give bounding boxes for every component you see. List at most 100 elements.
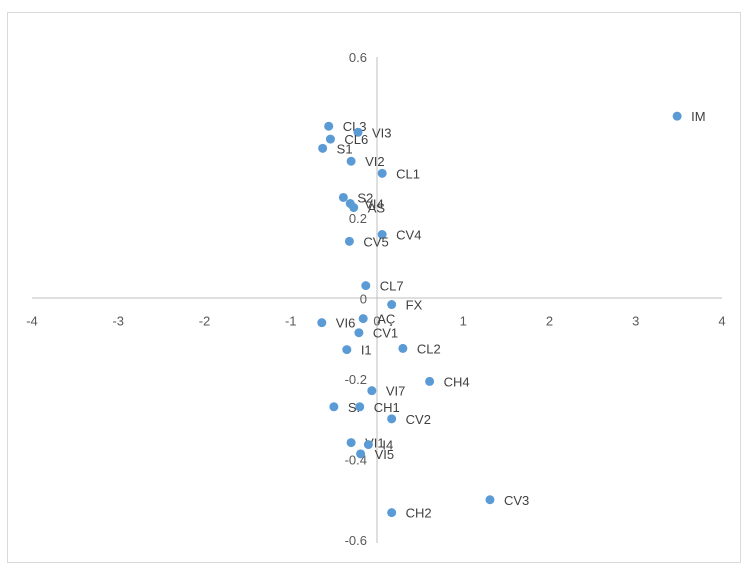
marker-dot-icon [346, 156, 356, 166]
marker-dot-icon [367, 386, 377, 396]
point-label: CL2 [417, 341, 441, 356]
marker-dot-icon [356, 449, 366, 459]
point-label: I1 [361, 343, 372, 358]
data-point: S1 [318, 141, 353, 156]
data-point: CH1 [355, 400, 400, 415]
x-tick-label: 4 [718, 314, 725, 329]
data-point: CL1 [377, 166, 420, 181]
marker-dot-icon [346, 438, 356, 448]
marker-dot-icon [377, 230, 387, 240]
marker-dot-icon [338, 192, 348, 202]
data-point: I4 [363, 438, 393, 453]
data-point: VI5 [356, 447, 394, 462]
point-label: CL1 [396, 166, 420, 181]
x-tick-label: -4 [26, 314, 38, 329]
point-label: AÇ [377, 312, 395, 327]
point-label: CH2 [406, 506, 432, 521]
data-point: CV4 [377, 228, 421, 243]
point-label: IM [691, 109, 705, 124]
data-point: S2 [338, 190, 373, 205]
data-point: CH4 [425, 374, 470, 389]
data-point: AS [349, 201, 385, 216]
marker-dot-icon [425, 376, 435, 386]
marker-dot-icon [672, 111, 682, 121]
marker-dot-icon [342, 345, 352, 355]
point-label: VI5 [375, 447, 395, 462]
marker-dot-icon [363, 440, 373, 450]
data-point: CV3 [485, 493, 529, 508]
x-tick-label: -3 [112, 314, 124, 329]
point-label: CH1 [374, 400, 400, 415]
data-point: CL2 [398, 341, 441, 356]
point-label: VI2 [365, 154, 385, 169]
chart-area [7, 12, 741, 563]
x-tick-label: -2 [199, 314, 211, 329]
point-label: CH4 [444, 374, 470, 389]
y-tick-label: -0.6 [345, 533, 367, 548]
marker-dot-icon [355, 402, 365, 412]
marker-dot-icon [318, 143, 328, 153]
y-tick-label: 0.6 [349, 50, 367, 65]
x-tick-label: 3 [632, 314, 639, 329]
marker-dot-icon [387, 300, 397, 310]
x-tick-label: 1 [460, 314, 467, 329]
axes [32, 57, 722, 543]
data-point: VI2 [346, 154, 385, 169]
marker-dot-icon [358, 314, 368, 324]
marker-dot-icon [353, 127, 363, 137]
x-tick-label: 2 [546, 314, 553, 329]
marker-dot-icon [317, 318, 327, 328]
point-label: CV2 [406, 412, 431, 427]
point-label: CV3 [504, 493, 529, 508]
data-point: IM [672, 109, 706, 124]
point-label: S1 [337, 141, 353, 156]
data-point: CV1 [354, 326, 398, 341]
point-label: VI3 [372, 125, 392, 140]
data-point: CV2 [387, 412, 431, 427]
data-point: VI7 [367, 384, 405, 399]
point-label: VI4 [364, 197, 384, 212]
marker-dot-icon [349, 203, 359, 213]
point-label: CL7 [380, 279, 404, 294]
marker-dot-icon [361, 281, 371, 291]
x-tick-label: 0 [373, 314, 380, 329]
x-tick-labels: -4 -3 -2 -1 0 1 2 3 4 [26, 314, 725, 329]
y-tick-labels: 0.60.20-0.2-0.4-0.6 [345, 50, 367, 548]
data-point: AÇ [358, 312, 395, 327]
data-point: VI3 [353, 125, 392, 140]
point-label: CL6 [344, 132, 368, 147]
marker-dot-icon [398, 343, 408, 353]
data-point: VI4 [345, 197, 384, 212]
marker-dot-icon [485, 495, 495, 505]
point-label: I4 [382, 438, 393, 453]
point-label: CV5 [363, 234, 388, 249]
marker-dot-icon [377, 168, 387, 178]
point-label: FX [406, 298, 423, 313]
point-label: S2 [357, 190, 373, 205]
point-label: CV4 [396, 228, 421, 243]
data-point: CV5 [344, 234, 389, 249]
point-label: VI6 [336, 316, 356, 331]
marker-dot-icon [354, 328, 364, 338]
marker-dot-icon [344, 236, 354, 246]
data-point: CL7 [361, 279, 404, 294]
y-tick-label: -0.2 [345, 372, 367, 387]
marker-dot-icon [387, 414, 397, 424]
data-point: VI6 [317, 316, 355, 331]
x-tick-label: -1 [285, 314, 297, 329]
y-tick-label: 0 [360, 292, 367, 307]
point-label: AS [368, 201, 386, 216]
y-tick-label: 0.2 [349, 211, 367, 226]
data-point: FX [387, 298, 423, 313]
marker-dot-icon [324, 121, 334, 131]
marker-dot-icon [329, 402, 339, 412]
point-label: VI7 [386, 384, 406, 399]
marker-dot-icon [387, 508, 397, 518]
point-label: CV1 [373, 326, 398, 341]
data-point: I1 [342, 343, 372, 358]
marker-dot-icon [325, 134, 335, 144]
data-point: CL6 [325, 132, 368, 147]
data-point: CH2 [387, 506, 432, 521]
